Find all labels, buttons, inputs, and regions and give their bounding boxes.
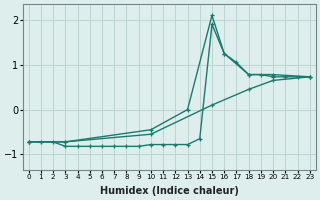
X-axis label: Humidex (Indice chaleur): Humidex (Indice chaleur): [100, 186, 239, 196]
